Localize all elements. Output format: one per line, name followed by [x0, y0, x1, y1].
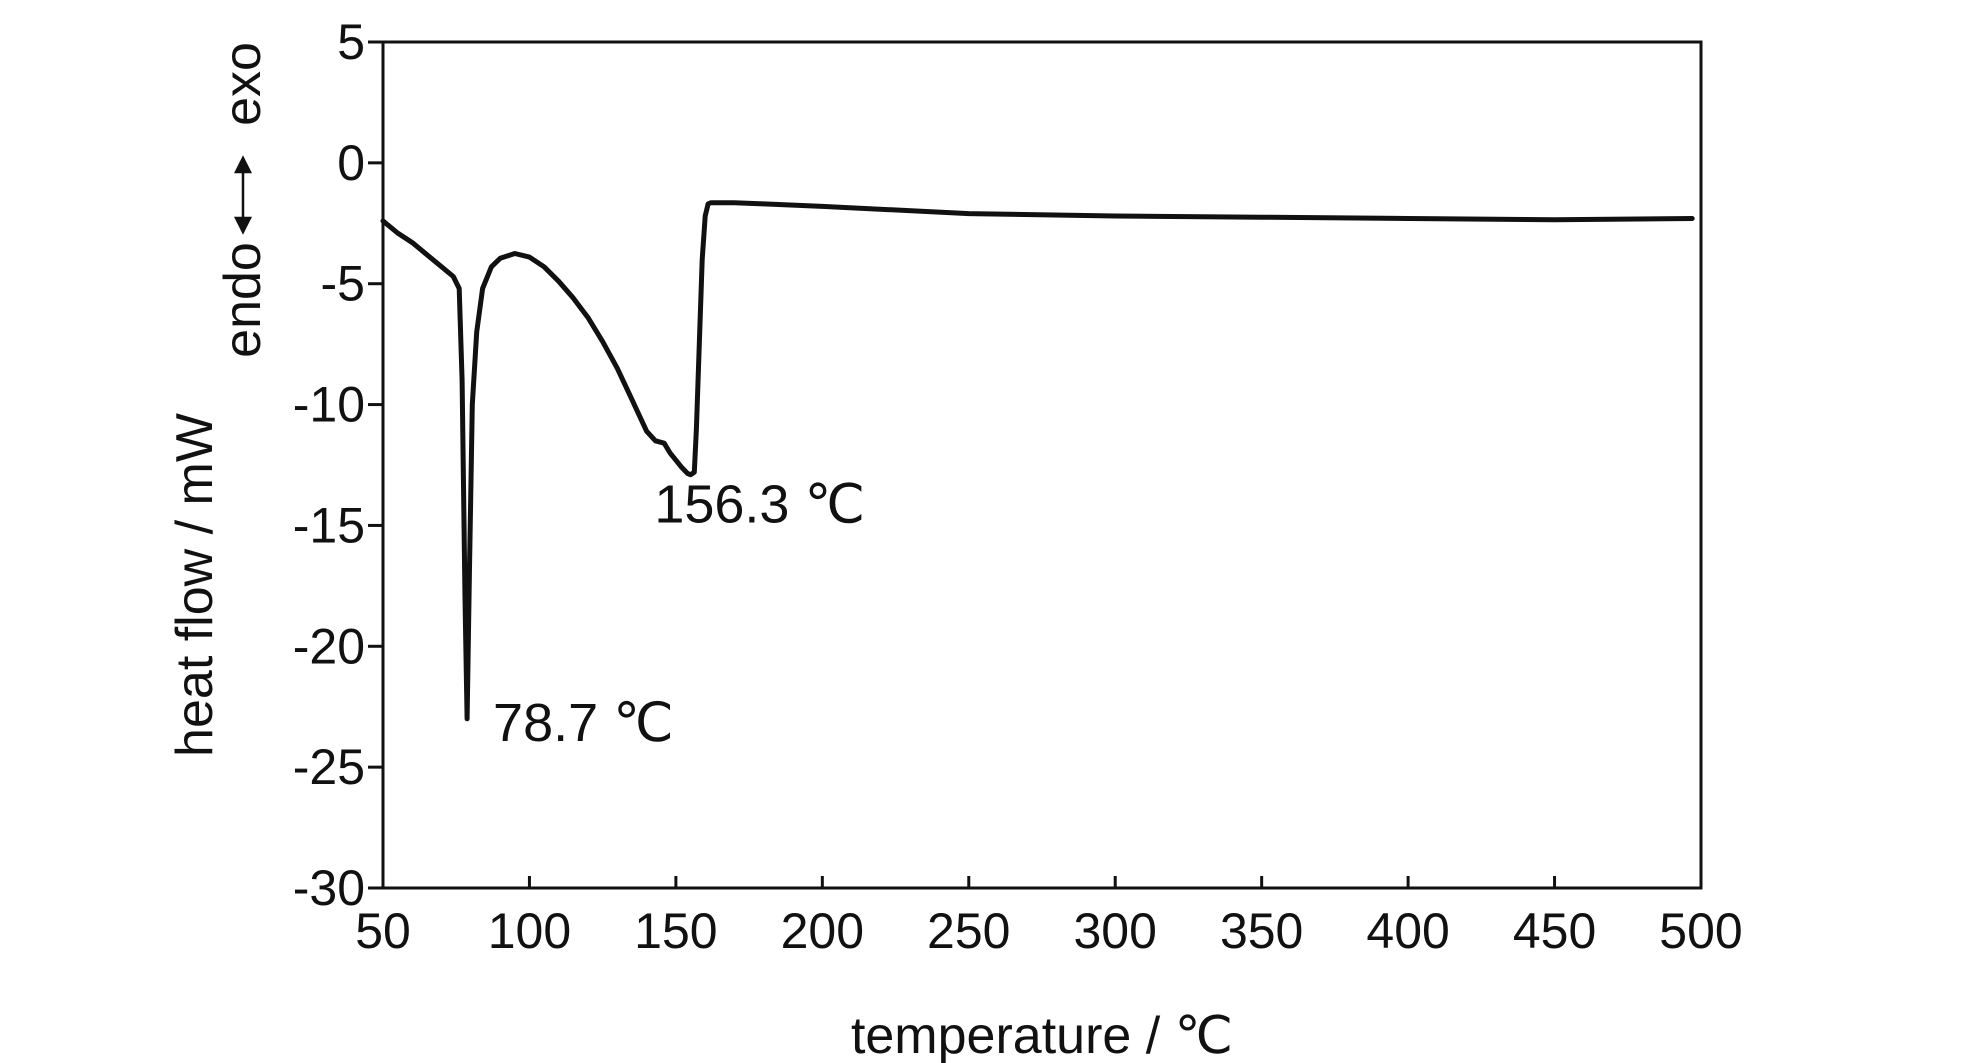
y-tick-label: -20 [293, 618, 365, 674]
x-tick-label: 50 [355, 903, 411, 959]
y-tick-label: -30 [293, 860, 365, 916]
plot-frame [381, 40, 1703, 890]
x-tick-label: 250 [927, 903, 1010, 959]
y-tick-label: 0 [337, 135, 365, 191]
x-axis-title: temperature / ℃ [851, 1007, 1233, 1063]
peak-annotations: 78.7 ℃ 156.3 ℃ [493, 475, 865, 753]
x-tick-label: 350 [1220, 903, 1303, 959]
y-tick-label: 5 [337, 14, 365, 70]
double-arrow-icon [233, 155, 253, 235]
endo-exo-indicator: endo exo [214, 42, 272, 358]
x-tick-label: 450 [1513, 903, 1596, 959]
exo-label: exo [214, 42, 272, 126]
peak-label: 78.7 ℃ [493, 693, 674, 753]
heat-flow-curve [380, 200, 1695, 722]
axis-ticks [368, 40, 1703, 890]
tick-labels: 50 100 150 200 250 300 350 400 450 50050-5-10-15-… [293, 14, 1743, 959]
y-axis-title: heat flow / mW [166, 413, 224, 757]
x-tick-label: 100 [488, 903, 571, 959]
peak-label: 156.3 ℃ [654, 475, 865, 535]
x-tick-label: 500 [1659, 903, 1742, 959]
x-tick-label: 150 [634, 903, 717, 959]
x-tick-label: 300 [1074, 903, 1157, 959]
y-tick-label: -10 [293, 377, 365, 433]
y-tick-label: -25 [293, 739, 365, 795]
x-tick-label: 400 [1366, 903, 1449, 959]
x-tick-label: 200 [781, 903, 864, 959]
y-tick-label: -15 [293, 497, 365, 553]
endo-label: endo [214, 242, 272, 358]
y-tick-label: -5 [321, 256, 365, 312]
